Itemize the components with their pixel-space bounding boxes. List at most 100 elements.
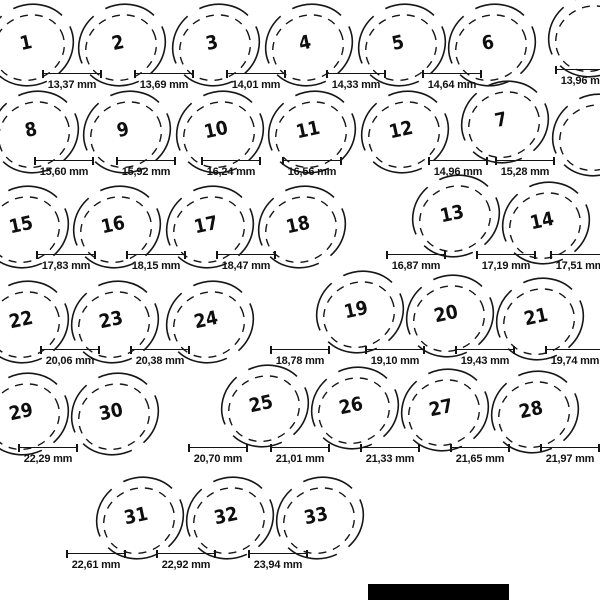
ring-circle: [0, 3, 75, 87]
diameter-label: 20,06 mm: [40, 346, 100, 367]
ring-circle: [175, 90, 265, 174]
ring-circle: [77, 3, 167, 87]
diameter-label: 14,96 mm: [428, 157, 488, 178]
ring-circle: [185, 476, 275, 560]
diameter-label: 15,60 mm: [34, 157, 94, 178]
diameter-label: 19,74 mm: [545, 346, 600, 367]
ring-circle: [495, 277, 585, 361]
measure-line: [130, 346, 190, 354]
ring-circle: [165, 280, 255, 364]
diameter-value: 22,92 mm: [161, 559, 211, 571]
ring-circle: [447, 3, 537, 87]
diameter-label: 19,10 mm: [365, 346, 425, 367]
diameter-value: 22,61 mm: [71, 559, 121, 571]
diameter-label: 21,97 mm: [540, 444, 600, 465]
diameter-label: 23,94 mm: [248, 550, 308, 571]
measure-line: [455, 346, 515, 354]
diameter-value: 19,10 mm: [370, 355, 420, 367]
diameter-value: 15,60 mm: [39, 166, 89, 178]
measure-line: [545, 346, 600, 354]
measure-line: [495, 157, 555, 165]
diameter-label: 15,28 mm: [495, 157, 555, 178]
ring-circle: [411, 174, 501, 258]
ring-circle: [490, 370, 580, 454]
ring-circle: [551, 93, 600, 177]
diameter-label: 18,47 mm: [216, 251, 276, 272]
diameter-label: 17,19 mm: [476, 251, 536, 272]
diameter-label: 16,24 mm: [201, 157, 261, 178]
ring-circle: [0, 185, 70, 269]
diameter-label: 14,64 mm: [422, 70, 482, 91]
diameter-value: 21,97 mm: [545, 453, 595, 465]
diameter-value: 14,96 mm: [433, 166, 483, 178]
diameter-label: 21,33 mm: [360, 444, 420, 465]
measure-line: [270, 444, 330, 452]
diameter-value: 13,96 mm: [560, 75, 600, 87]
diameter-label: 17,83 mm: [36, 251, 96, 272]
measure-line: [216, 251, 276, 259]
ring-circle: [72, 185, 162, 269]
diameter-value: 19,43 mm: [460, 355, 510, 367]
diameter-label: 18,15 mm: [126, 251, 186, 272]
measure-line: [134, 70, 194, 78]
measure-line: [42, 70, 102, 78]
measure-line: [360, 444, 420, 452]
measure-line: [201, 157, 261, 165]
measure-line: [226, 70, 286, 78]
ring-circle: [501, 181, 591, 265]
diameter-label: 22,92 mm: [156, 550, 216, 571]
diameter-label: 22,29 mm: [18, 444, 78, 465]
measure-line: [550, 251, 600, 259]
diameter-label: 21,01 mm: [270, 444, 330, 465]
diameter-label: 13,69 mm: [134, 70, 194, 91]
diameter-value: 13,69 mm: [139, 79, 189, 91]
diameter-label: 19,43 mm: [455, 346, 515, 367]
measure-line: [540, 444, 600, 452]
ring-circle: [257, 185, 347, 269]
measure-line: [36, 251, 96, 259]
measure-line: [365, 346, 425, 354]
measure-line: [116, 157, 176, 165]
measure-line: [282, 157, 342, 165]
diameter-value: 17,51 mm: [555, 260, 600, 272]
diameter-value: 16,24 mm: [206, 166, 256, 178]
measure-line: [422, 70, 482, 78]
measure-line: [18, 444, 78, 452]
diameter-label: 13,96 mm: [555, 66, 600, 87]
diameter-value: 15,92 mm: [121, 166, 171, 178]
measure-line: [428, 157, 488, 165]
diameter-label: 21,65 mm: [450, 444, 510, 465]
measure-line: [40, 346, 100, 354]
measure-line: [326, 70, 386, 78]
ring-circle: [275, 476, 365, 560]
diameter-label: 18,78 mm: [270, 346, 330, 367]
diameter-value: 13,37 mm: [47, 79, 97, 91]
diameter-value: 19,74 mm: [550, 355, 600, 367]
ring-circle: [310, 366, 400, 450]
ring-circle: [165, 185, 255, 269]
diameter-label: 16,56 mm: [282, 157, 342, 178]
diameter-value: 14,01 mm: [231, 79, 281, 91]
measure-line: [476, 251, 536, 259]
diameter-value: 20,70 mm: [193, 453, 243, 465]
diameter-label: 13,37 mm: [42, 70, 102, 91]
ring-circle: [360, 90, 450, 174]
measure-line: [126, 251, 186, 259]
measure-line: [555, 66, 600, 74]
diameter-value: 21,33 mm: [365, 453, 415, 465]
diameter-value: 18,47 mm: [221, 260, 271, 272]
ring-circle: [405, 274, 495, 358]
measure-line: [386, 251, 446, 259]
ring-circle: [171, 3, 261, 87]
diameter-value: 14,33 mm: [331, 79, 381, 91]
ring-circle: [547, 0, 600, 78]
ring-circle: [70, 372, 160, 456]
ring-circle: [267, 90, 357, 174]
measure-line: [156, 550, 216, 558]
ring-circle: [95, 476, 185, 560]
diameter-value: 21,65 mm: [455, 453, 505, 465]
ring-circle: [315, 270, 405, 354]
ring-circle: [0, 372, 70, 456]
